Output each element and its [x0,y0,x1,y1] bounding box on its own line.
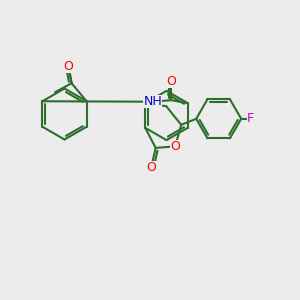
Text: O: O [167,75,176,88]
Text: F: F [247,112,254,125]
Text: O: O [64,60,74,73]
Text: O: O [146,161,156,174]
Text: O: O [170,140,180,153]
Text: NH: NH [143,95,162,108]
